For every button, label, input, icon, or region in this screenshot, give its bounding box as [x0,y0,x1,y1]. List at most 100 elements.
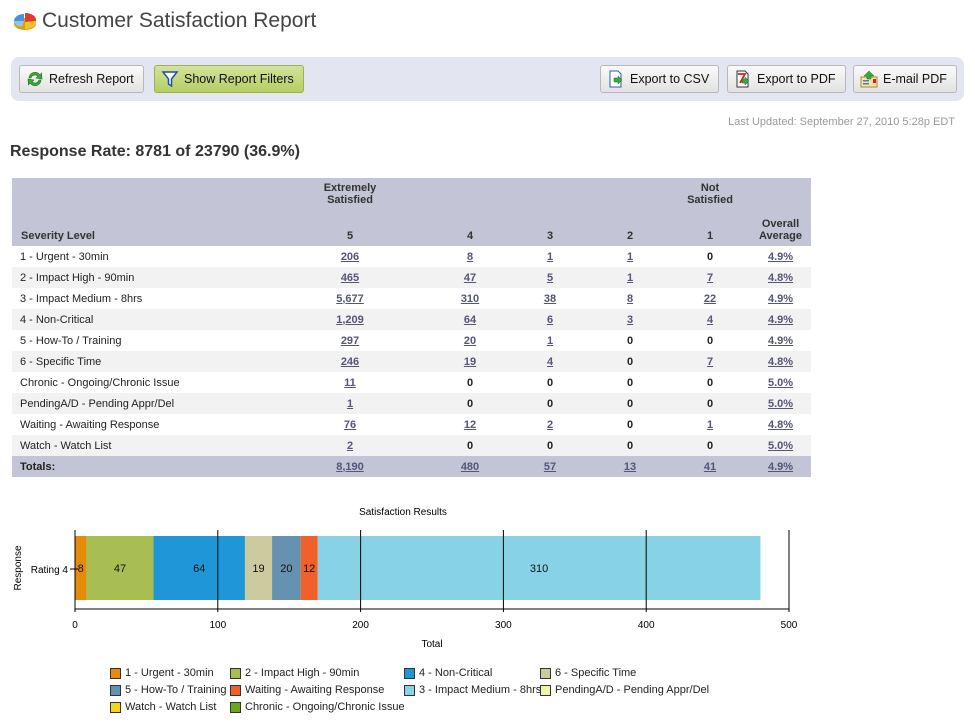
legend-item: Waiting - Awaiting Response [230,683,384,697]
legend-label: 2 - Impact High - 90min [245,667,360,679]
count-value: 0 [546,439,554,452]
count-link[interactable]: 2 [546,418,554,431]
average-link[interactable]: 4.8% [767,355,794,368]
x-tick-label: 0 [72,620,78,631]
satisfaction-results-chart: Satisfaction Results 8 47 64 19 20 12 310 Rating… [13,507,798,650]
average-link[interactable]: 4.8% [767,418,794,431]
count-link[interactable]: 4 [546,355,554,368]
cell-avg: 4.9% [750,246,811,267]
email-pdf-button[interactable]: E-mail PDF [853,65,957,93]
show-report-filters-button[interactable]: Show Report Filters [154,65,304,93]
count-link[interactable]: 1 [706,418,714,431]
refresh-report-button[interactable]: Refresh Report [19,65,144,93]
count-link[interactable]: 1 [626,271,634,284]
count-link[interactable]: 2 [346,439,354,452]
count-link[interactable]: 5 [546,271,554,284]
column-header-severity-level: Severity Level [12,212,270,246]
table-row: 3 - Impact Medium - 8hrs 5,677 310 38 8 22 4.9… [12,288,811,309]
total-link[interactable]: 57 [543,460,557,473]
count-link[interactable]: 1 [546,250,554,263]
count-link[interactable]: 7 [706,355,714,368]
count-value: 0 [466,439,474,452]
satisfaction-table: Extremely Satisfied Not Satisfied Severi… [12,178,811,477]
count-link[interactable]: 1,209 [336,313,364,326]
count-link[interactable]: 206 [340,250,360,263]
count-value: 0 [466,397,474,410]
legend-swatch [230,684,241,696]
bar-data-label: 310 [530,563,548,575]
bar-data-label: 8 [78,563,84,575]
bar-data-label: 47 [114,563,126,575]
group-header-line: Satisfied [687,194,733,206]
cell-c5: 2 [270,435,430,456]
export-pdf-icon [736,70,750,88]
average-link[interactable]: 4.9% [767,250,794,263]
cell-c4: 0 [430,372,510,393]
cell-c5: 1,209 [270,309,430,330]
average-link[interactable]: 5.0% [767,397,794,410]
y-axis-label: Response [13,545,24,590]
export-csv-button[interactable]: Export to CSV [600,65,720,93]
cell-c2: 3 [590,309,670,330]
severity-label: 6 - Specific Time [12,351,270,372]
count-link[interactable]: 7 [706,271,714,284]
count-link[interactable]: 8 [466,250,474,263]
count-link[interactable]: 1 [346,397,354,410]
column-header-5: 5 [270,212,430,246]
average-link[interactable]: 4.9% [767,334,794,347]
total-link[interactable]: 4.9% [767,460,794,473]
count-link[interactable]: 76 [343,418,357,431]
count-link[interactable]: 297 [340,334,360,347]
group-header-line: Satisfied [327,194,373,206]
count-link[interactable]: 465 [340,271,360,284]
cell-c1: 0 [670,435,750,456]
cell-c1: 4 [670,309,750,330]
average-link[interactable]: 5.0% [767,439,794,452]
group-header-extremely-satisfied: Extremely Satisfied [270,178,430,212]
count-link[interactable]: 1 [546,334,554,347]
cell-c5: 297 [270,330,430,351]
count-link[interactable]: 1 [626,250,634,263]
count-link[interactable]: 4 [706,313,714,326]
table-body: 1 - Urgent - 30min 206 8 1 1 0 4.9% 2 - Impact … [12,246,811,456]
count-link[interactable]: 64 [463,313,477,326]
total-link[interactable]: 480 [460,460,480,473]
count-link[interactable]: 22 [703,292,717,305]
count-link[interactable]: 8 [626,292,634,305]
legend-swatch [540,684,551,696]
count-link[interactable]: 6 [546,313,554,326]
count-link[interactable]: 47 [463,271,477,284]
count-link[interactable]: 11 [344,376,356,389]
cell-c2: 1 [590,246,670,267]
total-link[interactable]: 41 [703,460,717,473]
legend-item: Chronic - Ongoing/Chronic Issue [230,700,405,714]
average-link[interactable]: 4.9% [767,313,794,326]
total-link[interactable]: 13 [623,460,637,473]
count-link[interactable]: 3 [626,313,634,326]
count-link[interactable]: 246 [340,355,360,368]
count-link[interactable]: 12 [463,418,477,431]
legend-item: 4 - Non-Critical [404,666,492,680]
cell-c5: 465 [270,267,430,288]
group-header-line: Extremely [323,182,377,194]
cell-c1: 0 [670,330,750,351]
table-row: 5 - How-To / Training 297 20 1 0 0 4.9% [12,330,811,351]
legend-label: 4 - Non-Critical [419,667,493,679]
average-link[interactable]: 4.8% [767,271,794,284]
average-link[interactable]: 4.9% [767,292,794,305]
export-pdf-button[interactable]: Export to PDF [727,65,846,93]
cell-c5: 246 [270,351,430,372]
table-row: 6 - Specific Time 246 19 4 0 7 4.8% [12,351,811,372]
count-link[interactable]: 5,677 [336,292,364,305]
legend-label: Chronic - Ongoing/Chronic Issue [245,701,405,713]
count-link[interactable]: 19 [463,355,477,368]
count-link[interactable]: 310 [460,292,480,305]
cell-avg: 4.8% [750,267,811,288]
count-link[interactable]: 38 [543,292,557,305]
legend-item: 3 - Impact Medium - 8hrs [404,683,541,697]
count-link[interactable]: 20 [463,334,477,347]
average-link[interactable]: 5.0% [767,376,794,389]
column-header-4: 4 [430,212,510,246]
total-link[interactable]: 8,190 [336,460,364,473]
cell-c3: 6 [510,309,590,330]
